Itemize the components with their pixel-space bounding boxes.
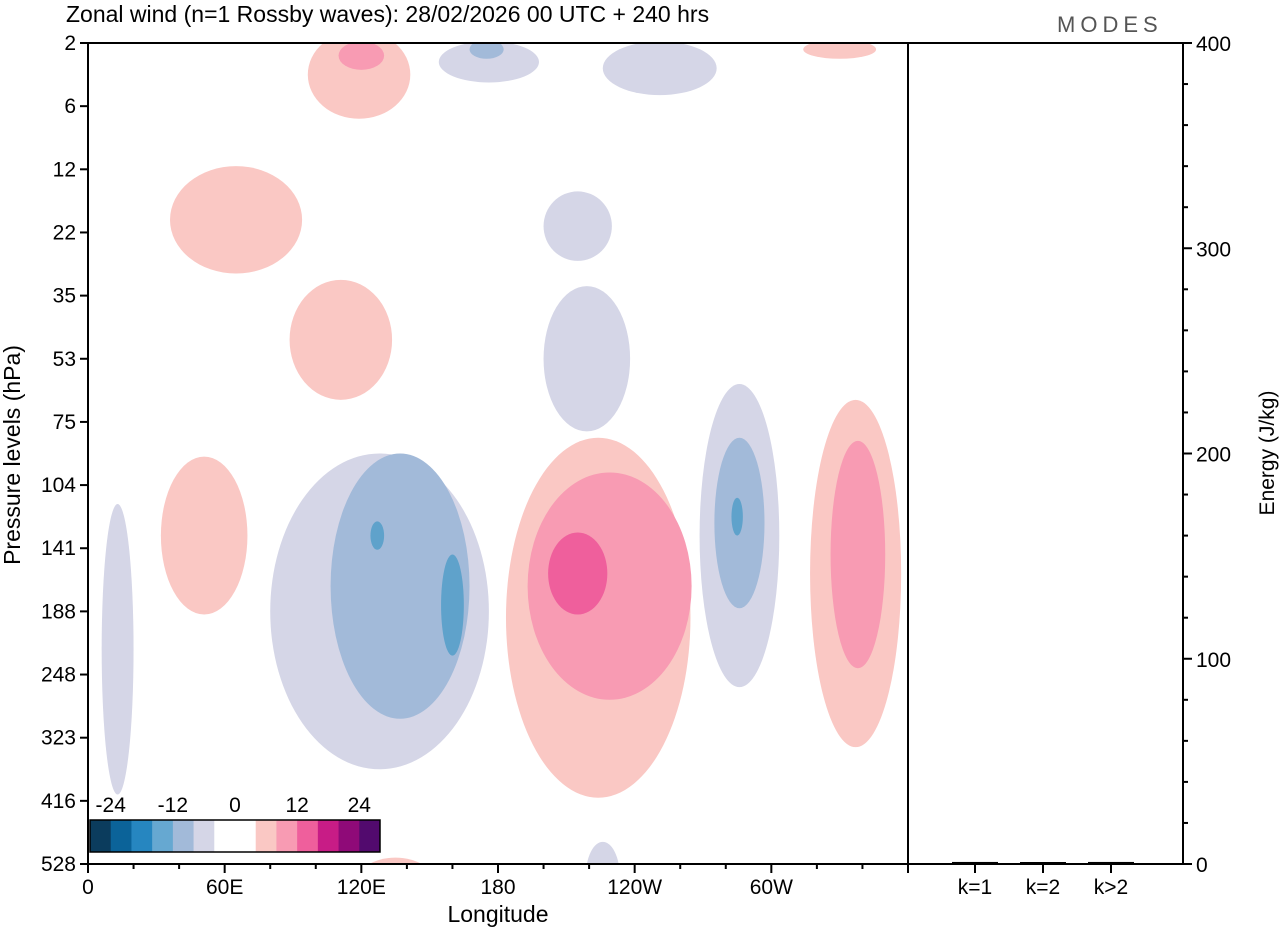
colorbar-swatch	[193, 820, 215, 852]
x-tick-label: 120W	[607, 876, 662, 899]
positive-wind-contour	[338, 43, 385, 70]
energy-axis-label: Energy (J/kg)	[1256, 391, 1279, 516]
negative-wind-contour	[602, 43, 717, 96]
negative-wind-contour	[370, 521, 385, 550]
colorbar-swatch	[317, 820, 340, 852]
colorbar-swatch	[255, 820, 277, 852]
energy-tick-label: 200	[1196, 444, 1231, 467]
positive-wind-contour	[369, 857, 422, 864]
x-tick-label: 180	[480, 876, 515, 899]
positive-wind-contour	[830, 440, 886, 669]
colorbar-frame	[89, 819, 381, 853]
negative-wind-contour	[543, 286, 631, 432]
positive-wind-contour	[170, 166, 303, 274]
y-tick-label: 141	[41, 537, 76, 560]
positive-wind-contour	[548, 532, 608, 615]
x-tick-label: 60W	[750, 876, 793, 899]
y-tick-label: 248	[41, 664, 76, 687]
energy-tick-label: 100	[1196, 649, 1231, 672]
negative-wind-contour	[469, 43, 504, 59]
negative-wind-contour	[438, 43, 539, 83]
y-tick-label: 528	[41, 853, 76, 876]
colorbar-label: -12	[158, 794, 188, 817]
energy-bar	[952, 861, 998, 864]
colorbar-label: 0	[229, 794, 241, 817]
colorbar-swatch	[131, 820, 153, 852]
y-tick-label: 2	[64, 32, 76, 55]
positive-wind-contour	[307, 43, 411, 119]
contour-group	[101, 43, 902, 864]
colorbar-swatch	[172, 820, 195, 852]
y-tick-label: 6	[64, 95, 76, 118]
bar-label: k=1	[958, 876, 992, 899]
positive-wind-contour	[289, 279, 393, 400]
x-tick-label: 0	[82, 876, 94, 899]
energy-bar	[1088, 861, 1134, 864]
colorbar-swatch	[338, 820, 360, 852]
y-tick-label: 22	[53, 221, 76, 244]
colorbar-swatch	[152, 820, 174, 852]
negative-wind-contour	[586, 841, 619, 864]
chart-title: Zonal wind (n=1 Rossby waves): 28/02/202…	[66, 1, 709, 27]
positive-wind-contour	[803, 43, 877, 59]
colorbar-label: 12	[285, 794, 308, 817]
y-axis-label: Pressure levels (hPa)	[0, 345, 25, 565]
colorbar-swatch	[359, 820, 381, 852]
colorbar: -24 -12 0 12 24	[89, 794, 381, 853]
y-tick-label: 75	[53, 411, 76, 434]
y-tick-label: 35	[53, 285, 76, 308]
y-tick-label: 188	[41, 600, 76, 623]
colorbar-swatch	[90, 820, 112, 852]
y-tick-label: 104	[41, 474, 76, 497]
energy-bar	[1020, 862, 1066, 864]
colorbar-swatch	[235, 820, 257, 852]
contour-field	[101, 43, 902, 864]
energy-tick-label: 0	[1196, 854, 1208, 877]
colorbar-label: -24	[96, 794, 127, 817]
y-tick-label: 416	[41, 790, 76, 813]
y-tick-label: 12	[53, 158, 76, 181]
colorbar-label: 24	[348, 794, 372, 817]
x-tick-label: 120E	[337, 876, 386, 899]
negative-wind-contour	[330, 453, 470, 719]
positive-wind-contour	[527, 472, 692, 700]
x-tick-label: 60E	[206, 876, 243, 899]
negative-wind-contour	[101, 504, 134, 795]
energy-bars: k=1 k=2 k>2	[952, 861, 1134, 899]
negative-wind-contour	[543, 191, 612, 261]
bar-label: k>2	[1094, 876, 1128, 899]
colorbar-swatch	[297, 820, 319, 852]
colorbar-swatch	[110, 820, 132, 852]
negative-wind-contour	[731, 497, 743, 536]
energy-tick-label: 400	[1196, 33, 1231, 56]
colorbar-swatch	[214, 820, 236, 852]
positive-wind-contour	[160, 456, 248, 615]
modes-logo: MODES	[1057, 12, 1163, 37]
y-tick-label: 323	[41, 727, 76, 750]
bar-label: k=2	[1026, 876, 1060, 899]
x-axis-label: Longitude	[447, 901, 548, 927]
panel-right-frame	[907, 42, 1184, 865]
y-tick-label: 53	[53, 348, 76, 371]
negative-wind-contour	[441, 554, 464, 656]
energy-tick-label: 300	[1196, 238, 1231, 261]
panel-left-frame	[87, 42, 909, 865]
colorbar-swatch	[276, 820, 298, 852]
